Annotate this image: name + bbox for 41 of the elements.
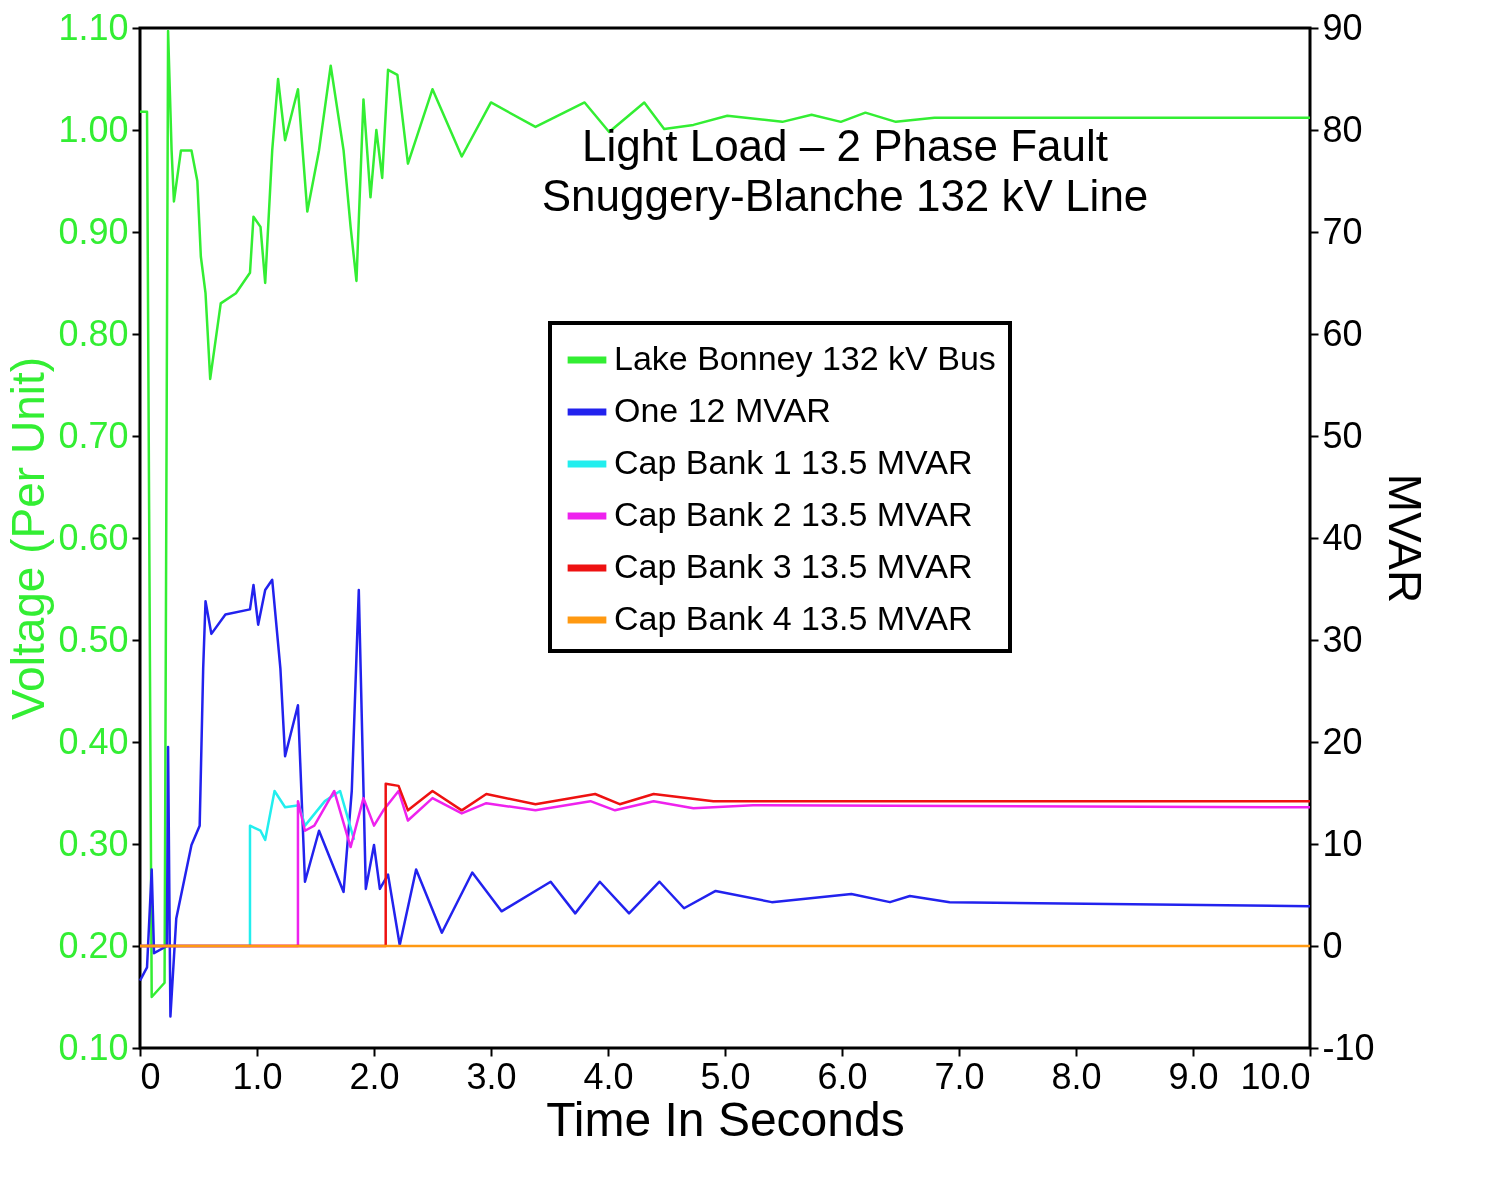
y2-tick-label: -10 <box>1322 1026 1375 1068</box>
x-tick-label: 8.0 <box>1051 1055 1102 1097</box>
y-tick-label: 0.20 <box>58 924 129 966</box>
x-tick-label: 0 <box>140 1055 161 1097</box>
y2-tick-label: 70 <box>1322 210 1363 252</box>
y2-tick-label: 90 <box>1322 6 1363 48</box>
y-axis-title: Voltage (Per Unit) <box>2 356 55 721</box>
x-tick-label: 9.0 <box>1168 1055 1219 1097</box>
legend-label: Cap Bank 3 13.5 MVAR <box>614 547 973 585</box>
x-tick-label: 10.0 <box>1240 1055 1311 1097</box>
y-tick-label: 0.30 <box>58 822 129 864</box>
y-tick-label: 0.70 <box>58 414 129 456</box>
legend-label: Cap Bank 2 13.5 MVAR <box>614 495 973 533</box>
text: Light Load – 2 Phase Fault <box>582 121 1108 170</box>
y-tick-label: 0.40 <box>58 720 129 762</box>
y2-tick-label: 80 <box>1322 108 1363 150</box>
text: Snuggery-Blanche 132 kV Line <box>541 171 1149 220</box>
y2-tick-label: 10 <box>1322 822 1363 864</box>
y2-tick-label: 20 <box>1322 720 1363 762</box>
x-tick-label: 7.0 <box>934 1055 985 1097</box>
y-tick-label: 1.00 <box>58 108 129 150</box>
x-tick-label: 3.0 <box>466 1055 517 1097</box>
y2-tick-label: 50 <box>1322 414 1363 456</box>
y2-tick-label: 30 <box>1322 618 1363 660</box>
y-tick-label: 0.50 <box>58 618 129 660</box>
y-tick-label: 0.90 <box>58 210 129 252</box>
legend-label: Cap Bank 1 13.5 MVAR <box>614 443 973 481</box>
y2-axis-title: MVAR <box>1378 473 1431 604</box>
legend-label: Cap Bank 4 13.5 MVAR <box>614 599 973 637</box>
legend-label: Lake Bonney 132 kV Bus <box>614 339 996 377</box>
line-series <box>138 29 1312 999</box>
y2-tick-label: 60 <box>1322 312 1363 354</box>
y-tick-label: 0.10 <box>58 1026 129 1068</box>
legend-label: One 12 MVAR <box>614 391 831 429</box>
y-tick-label: 0.80 <box>58 312 129 354</box>
y-tick-label: 0.60 <box>58 516 129 558</box>
x-tick-label: 1.0 <box>232 1055 283 1097</box>
y-tick-label: 1.10 <box>58 6 129 48</box>
y2-tick-label: 40 <box>1322 516 1363 558</box>
y2-tick-label: 0 <box>1322 924 1343 966</box>
x-tick-label: 2.0 <box>349 1055 400 1097</box>
